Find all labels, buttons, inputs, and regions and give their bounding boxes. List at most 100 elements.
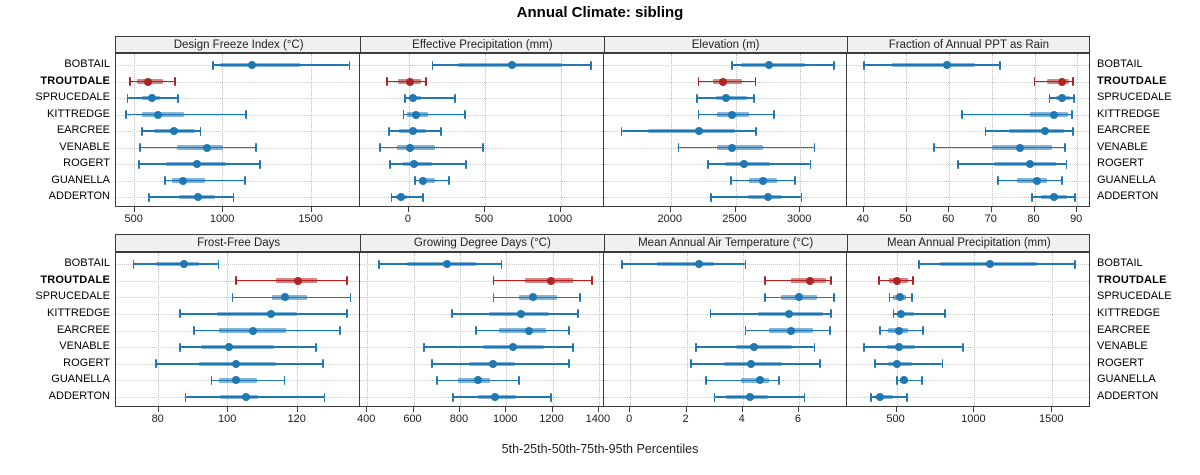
x-gridline bbox=[598, 253, 600, 406]
station-gridline bbox=[360, 98, 603, 99]
whisker-range-5-95 bbox=[391, 196, 424, 198]
whisker-cap-5 bbox=[402, 110, 405, 119]
station-gridline bbox=[846, 380, 1089, 382]
station-label-left: SPRUCEDALE bbox=[35, 91, 110, 103]
x-tick bbox=[734, 207, 736, 212]
x-tick-label: 70 bbox=[984, 213, 997, 225]
whisker-range-5-95 bbox=[405, 97, 456, 99]
median-dot bbox=[194, 193, 203, 201]
x-tick bbox=[799, 207, 801, 212]
whisker-cap-95 bbox=[283, 375, 286, 385]
x-tick bbox=[1033, 207, 1035, 212]
x-tick-label: 1400 bbox=[585, 413, 611, 425]
x-tick-label: 4 bbox=[738, 413, 745, 425]
whisker-cap-5 bbox=[873, 359, 876, 369]
station-label-right: VENABLE bbox=[1097, 140, 1148, 153]
median-dot bbox=[894, 343, 903, 352]
whisker-cap-95 bbox=[1071, 110, 1073, 119]
median-dot bbox=[170, 127, 179, 135]
median-dot bbox=[509, 343, 518, 352]
panel-title: Effective Precipitation (mm) bbox=[360, 37, 603, 52]
median-dot bbox=[547, 276, 556, 285]
whisker-cap-95 bbox=[921, 375, 924, 385]
whisker-cap-5 bbox=[695, 93, 698, 103]
station-gridline bbox=[360, 197, 603, 198]
median-dot bbox=[1049, 110, 1058, 119]
x-tick bbox=[685, 407, 687, 412]
x-tick bbox=[948, 207, 950, 212]
median-dot bbox=[739, 160, 748, 168]
x-tick-label: 1500 bbox=[1039, 413, 1064, 425]
median-dot bbox=[899, 376, 908, 385]
whisker-cap-5 bbox=[869, 392, 872, 402]
iqr-bar-25-75 bbox=[874, 394, 894, 400]
median-dot bbox=[405, 77, 414, 86]
whisker-cap-95 bbox=[346, 309, 348, 319]
station-label-right: TROUTDALE bbox=[1097, 74, 1167, 87]
x-tick bbox=[597, 407, 599, 412]
whisker-cap-95 bbox=[422, 192, 425, 202]
whisker-cap-5 bbox=[379, 143, 381, 152]
x-tick-label: 0 bbox=[626, 413, 633, 425]
x-tick-label: 1000 bbox=[961, 413, 986, 425]
median-dot bbox=[718, 77, 727, 86]
median-dot bbox=[231, 376, 240, 385]
x-tick bbox=[741, 407, 743, 412]
whisker-cap-5 bbox=[961, 110, 963, 119]
station-gridline bbox=[360, 131, 603, 132]
median-dot bbox=[143, 77, 152, 86]
whisker-cap-5 bbox=[132, 259, 135, 269]
x-tick-label: 100 bbox=[218, 413, 237, 425]
whisker-cap-5 bbox=[892, 309, 895, 319]
x-gridline bbox=[222, 54, 224, 206]
whisker-cap-5 bbox=[431, 60, 434, 70]
whisker-cap-95 bbox=[577, 309, 579, 319]
whisker-cap-95 bbox=[454, 93, 457, 103]
whisker-cap-5 bbox=[620, 259, 623, 269]
whisker-cap-5 bbox=[385, 77, 388, 86]
whisker-cap-5 bbox=[423, 342, 425, 352]
panel-title: Mean Annual Air Temperature (°C) bbox=[603, 235, 847, 251]
median-dot bbox=[1015, 143, 1024, 152]
whisker-cap-95 bbox=[259, 159, 262, 169]
station-gridline bbox=[116, 131, 360, 132]
x-tick-label: 500 bbox=[886, 413, 905, 425]
iqr-bar-25-75 bbox=[656, 261, 715, 267]
x-tick-label: 1200 bbox=[539, 413, 564, 425]
station-gridline bbox=[360, 81, 603, 83]
whisker-cap-95 bbox=[518, 375, 520, 385]
whisker-cap-5 bbox=[677, 143, 680, 152]
median-dot bbox=[409, 94, 418, 102]
station-gridline bbox=[116, 280, 360, 282]
median-dot bbox=[747, 359, 756, 368]
station-gridline bbox=[116, 197, 360, 198]
station-gridline bbox=[846, 197, 1089, 198]
whisker-cap-95 bbox=[346, 276, 348, 286]
whisker-cap-95 bbox=[199, 126, 202, 136]
whisker-cap-95 bbox=[1065, 159, 1068, 169]
iqr-bar-25-75 bbox=[1017, 178, 1048, 183]
x-tick-label: 0 bbox=[404, 213, 411, 225]
iqr-bar-25-75 bbox=[716, 145, 763, 150]
whisker-cap-95 bbox=[464, 110, 467, 119]
median-dot bbox=[411, 110, 420, 119]
x-tick-label: 800 bbox=[449, 413, 469, 425]
iqr-bar-25-75 bbox=[177, 145, 223, 150]
median-dot bbox=[897, 309, 906, 318]
iqr-bar-25-75 bbox=[172, 178, 206, 183]
iqr-bar-25-75 bbox=[735, 344, 792, 350]
median-dot bbox=[517, 309, 526, 318]
whisker-cap-5 bbox=[862, 342, 865, 352]
station-gridline bbox=[116, 264, 360, 265]
whisker-cap-95 bbox=[961, 342, 964, 352]
x-tick bbox=[310, 207, 312, 212]
x-tick bbox=[559, 207, 561, 212]
whisker-cap-5 bbox=[620, 126, 623, 136]
whisker-cap-5 bbox=[896, 375, 899, 385]
whisker-cap-95 bbox=[829, 326, 831, 335]
iqr-bar-25-75 bbox=[896, 311, 915, 317]
station-label-right: EARCREE bbox=[1097, 124, 1151, 136]
whisker-cap-5 bbox=[452, 392, 454, 402]
iqr-bar-25-75 bbox=[1047, 79, 1069, 84]
